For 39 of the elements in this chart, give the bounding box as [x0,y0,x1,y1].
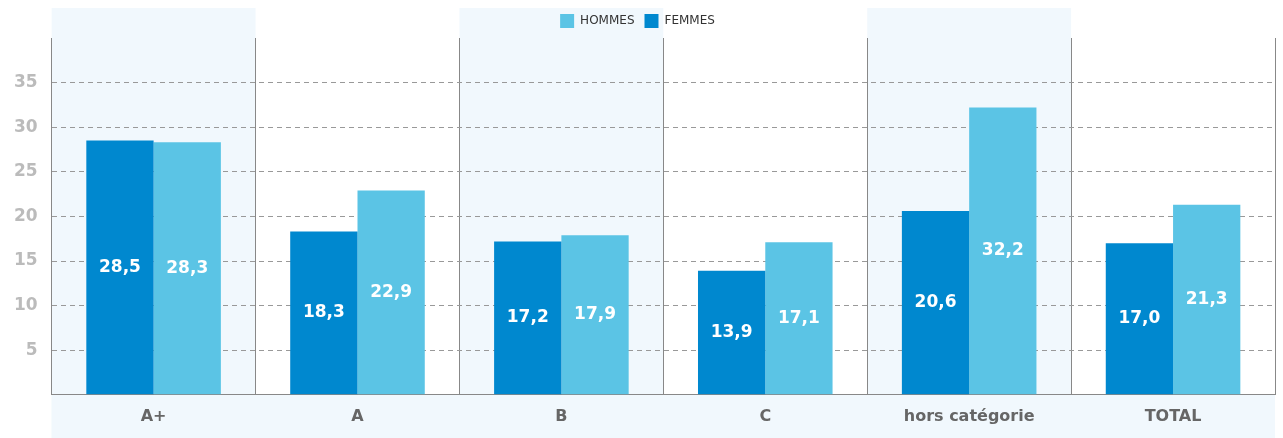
x-tick-label: TOTAL [1144,405,1202,425]
bar [86,140,154,395]
x-tick-label: hors catégorie [903,405,1035,425]
bar [494,241,562,395]
data-label: 21,3 [1185,287,1228,308]
bar [765,242,833,395]
y-tick-label: 35 [13,71,38,92]
x-tick-label: B [555,405,568,425]
data-label: 18,3 [302,301,345,322]
data-label: 17,0 [1118,307,1161,328]
bar [697,270,766,395]
data-label: 28,5 [98,255,141,276]
bar [290,231,358,395]
data-label: 17,1 [777,306,820,327]
y-tick-label: 15 [13,249,38,270]
x-tick-label: A+ [140,405,167,425]
bar [1173,204,1241,395]
data-label: 22,9 [370,280,413,301]
y-tick-label: 10 [13,294,38,315]
bar [1105,243,1174,395]
bar [561,235,629,395]
bar [153,142,221,395]
data-label: 28,3 [166,256,209,277]
y-tick-label: 25 [13,160,38,181]
data-label: 13,9 [710,320,753,341]
data-label: 20,6 [914,291,957,312]
y-tick-label: 30 [13,115,38,136]
y-tick-label: 20 [13,204,38,225]
legend-label: FEMMES [664,13,715,28]
bar [357,190,425,395]
data-label: 32,2 [981,239,1024,260]
y-tick-label: 5 [25,338,38,359]
x-tick-label: C [759,405,772,425]
data-label: 17,2 [506,306,549,327]
bar [969,107,1037,395]
bar [901,211,970,395]
data-label: 17,9 [574,303,616,324]
x-tick-label: A [351,405,365,425]
legend-label: HOMMES [580,13,635,28]
